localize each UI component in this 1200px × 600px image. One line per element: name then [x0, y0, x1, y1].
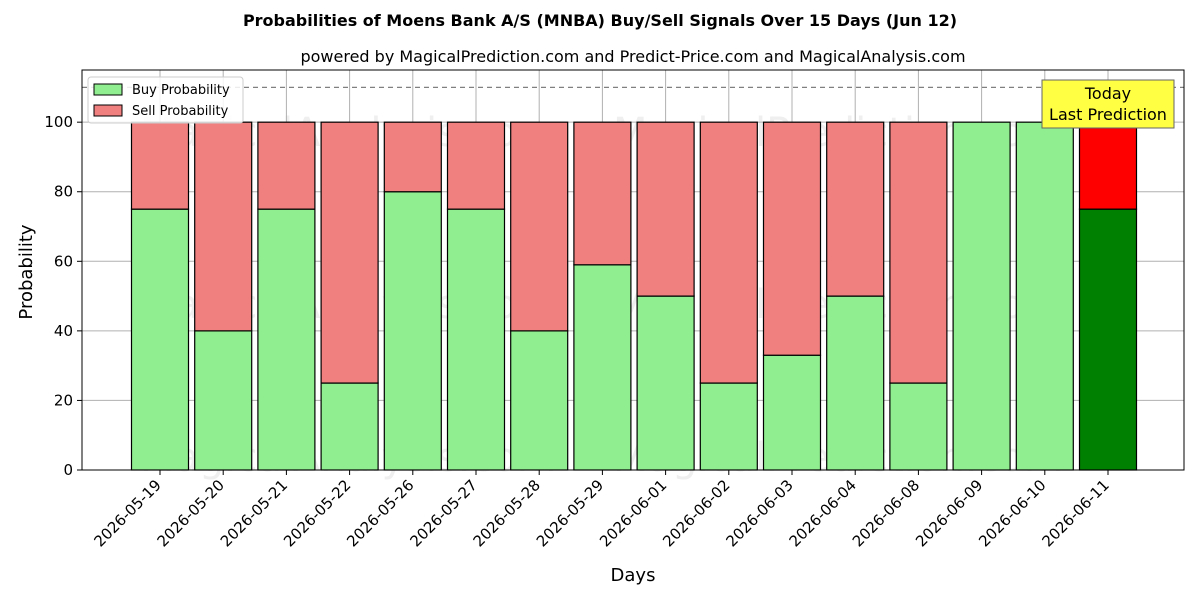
y-tick-label: 20 [54, 391, 73, 409]
x-tick-label: 2026-05-29 [533, 476, 607, 550]
legend-swatch [93, 83, 123, 96]
y-tick-label: 100 [44, 113, 73, 131]
x-tick-label: 2026-06-03 [722, 476, 796, 550]
y-tick-label: 80 [54, 183, 73, 201]
sell-bar [320, 121, 379, 384]
sell-bar [383, 121, 442, 193]
y-tick-label: 40 [54, 322, 73, 340]
x-tick-label: 2026-05-28 [470, 476, 544, 550]
sell-bar [762, 121, 822, 356]
annotation-text: Last Prediction [1049, 105, 1167, 124]
sell-bar [826, 121, 885, 297]
legend: Buy Probability Sell Probability [87, 76, 244, 124]
sell-bar [636, 121, 695, 297]
sell-bar [194, 121, 253, 332]
x-tick-label: 2026-06-09 [912, 476, 986, 550]
x-tick-label: 2026-05-19 [90, 476, 164, 550]
buy-bar [446, 208, 506, 471]
legend-label: Buy Probability [132, 83, 230, 98]
annotation: Today Last Prediction [1041, 79, 1175, 129]
buy-bar [1015, 121, 1074, 471]
plot-frame [81, 69, 1185, 471]
x-tick-label: 2026-05-21 [217, 476, 291, 550]
y-tick-label: 60 [54, 252, 73, 270]
buy-bar [636, 295, 695, 471]
buy-bar [257, 208, 316, 471]
x-tick-label: 2026-06-01 [596, 476, 670, 550]
sell-bar [699, 121, 758, 384]
y-axis-label: Probability [16, 224, 37, 319]
legend-label: Sell Probability [132, 104, 229, 119]
chart-title: Probabilities of Moens Bank A/S (MNBA) B… [243, 11, 957, 30]
buy-bar [383, 191, 442, 471]
sell-bar [889, 121, 948, 384]
buy-bar [1078, 208, 1138, 471]
buy-bar [762, 354, 822, 471]
sell-bar [573, 121, 632, 266]
sell-bar [1078, 121, 1138, 210]
sell-bar [510, 121, 569, 332]
buy-bar [130, 208, 190, 471]
x-tick-label: 2026-05-20 [154, 476, 228, 550]
x-tick-label: 2026-05-26 [343, 476, 417, 550]
buy-bar [889, 382, 948, 471]
buy-bar [194, 330, 253, 471]
x-tick-label: 2026-05-22 [280, 476, 354, 550]
annotation-text: Today [1084, 84, 1131, 103]
x-tick-label: 2026-06-10 [975, 476, 1049, 550]
legend-swatch [93, 104, 123, 117]
sell-bar [446, 121, 506, 210]
annotation-box [1041, 79, 1175, 129]
buy-bar [952, 121, 1011, 471]
bars [82, 86, 1184, 471]
x-tick-label: 2026-06-02 [659, 476, 733, 550]
legend-box [87, 76, 244, 124]
x-tick-label: 2026-06-11 [1038, 476, 1112, 550]
x-axis-label: Days [611, 565, 656, 586]
x-tick-label: 2026-05-27 [406, 476, 480, 550]
buy-bar [510, 330, 569, 471]
x-tick-label: 2026-06-08 [849, 476, 923, 550]
buy-bar [826, 295, 885, 471]
x-tick-label: 2026-06-04 [786, 476, 860, 550]
sell-bar [130, 121, 190, 210]
buy-bar [699, 382, 758, 471]
chart-subtitle: powered by MagicalPrediction.com and Pre… [300, 47, 965, 66]
y-tick-label: 0 [63, 461, 73, 479]
buy-bar [320, 382, 379, 471]
buy-bar [573, 264, 632, 471]
sell-bar [257, 121, 316, 210]
